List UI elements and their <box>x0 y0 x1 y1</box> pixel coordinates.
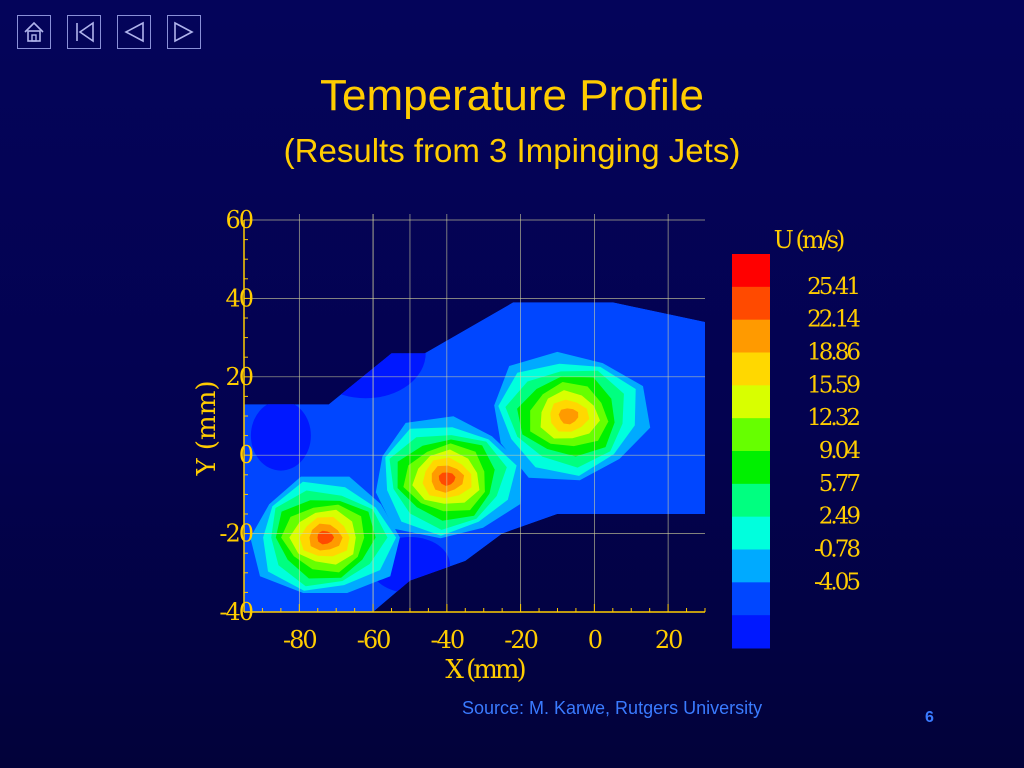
contour-low-region <box>305 308 426 399</box>
legend-level-label: 15.59 <box>807 372 860 398</box>
contour-band <box>317 530 335 545</box>
legend-swatch <box>732 385 770 419</box>
x-tick-label: -80 <box>283 626 316 654</box>
legend-level-label: -4.05 <box>814 569 859 595</box>
legend-level-label: 18.86 <box>807 340 860 366</box>
y-tick-label: -20 <box>219 520 252 548</box>
legend-swatch <box>732 582 770 616</box>
next-slide-icon <box>174 21 194 43</box>
legend-swatch <box>732 483 770 518</box>
legend-level-label: 22.14 <box>807 307 860 333</box>
page-number: 6 <box>925 709 934 726</box>
legend-level-label: 2.49 <box>819 504 861 530</box>
previous-slide-icon <box>124 21 144 43</box>
contour-low-region <box>250 400 311 471</box>
slide-subtitle: (Results from 3 Impinging Jets) <box>283 132 741 169</box>
legend-title: U (m/s) <box>774 226 844 254</box>
legend-level-label: -0.78 <box>814 537 860 563</box>
x-tick-label: 0 <box>588 626 602 654</box>
legend-level-label: 12.32 <box>807 405 859 431</box>
legend-level-label: 9.04 <box>819 438 861 464</box>
home-icon <box>24 21 44 42</box>
slide-navigation <box>17 15 201 49</box>
y-axis-label: Y (mm) <box>192 380 222 476</box>
y-tick-label: 60 <box>225 206 252 234</box>
x-tick-label: 20 <box>655 626 682 654</box>
x-tick-label: -20 <box>504 626 537 654</box>
legend-swatch <box>732 451 770 485</box>
y-tick-label: 40 <box>225 284 252 312</box>
first-slide-icon <box>76 21 94 43</box>
next-slide-button[interactable] <box>167 15 201 49</box>
source-credit: Source: M. Karwe, Rutgers University <box>462 698 763 718</box>
previous-slide-button[interactable] <box>117 15 151 49</box>
legend-swatch <box>732 286 770 321</box>
legend-swatch <box>732 516 770 550</box>
y-tick-label: 20 <box>225 363 252 391</box>
home-button[interactable] <box>17 15 51 49</box>
legend-swatch <box>732 615 770 649</box>
y-tick-label: 0 <box>239 441 253 469</box>
x-tick-label: -40 <box>431 626 464 654</box>
x-axis-label: X (mm) <box>445 655 525 685</box>
legend-swatch <box>732 418 770 452</box>
legend-swatch <box>732 549 770 583</box>
y-tick-label: -40 <box>219 598 252 626</box>
legend-level-label: 5.77 <box>819 471 860 497</box>
legend-swatch <box>732 319 770 353</box>
legend-level-label: 25.41 <box>807 274 858 300</box>
first-slide-button[interactable] <box>67 15 101 49</box>
contour-band <box>558 408 579 425</box>
contour-field <box>244 302 705 612</box>
x-tick-label: -60 <box>357 626 390 654</box>
legend-swatch <box>732 254 770 288</box>
legend-swatch <box>732 352 770 386</box>
slide-title: Temperature Profile <box>320 71 704 120</box>
